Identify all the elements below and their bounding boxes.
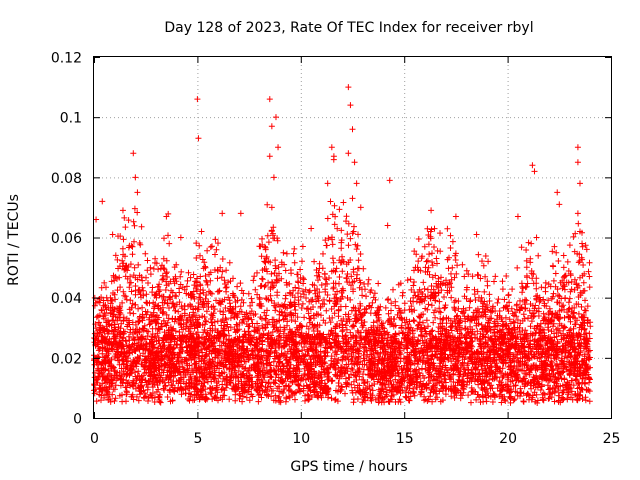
data-point [130, 150, 137, 157]
data-point [194, 96, 201, 103]
data-point [270, 174, 277, 181]
data-point [308, 225, 315, 232]
data-point [554, 189, 561, 196]
data-point [574, 144, 581, 151]
x-tick-label: 10 [292, 431, 310, 447]
data-point [357, 204, 364, 211]
plot-frame [93, 56, 612, 419]
data-point [514, 213, 521, 220]
points-layer [91, 84, 594, 406]
data-point [219, 210, 226, 217]
y-tick-label: 0.08 [51, 171, 82, 187]
y-tick-label: 0.12 [51, 51, 82, 67]
data-point [452, 213, 459, 220]
bulk-points [91, 156, 594, 406]
data-point [268, 123, 275, 130]
data-point [324, 180, 331, 187]
data-point [177, 234, 184, 241]
data-point [163, 213, 170, 220]
data-point [134, 189, 141, 196]
chart-title: Day 128 of 2023, Rate Of TEC Index for r… [164, 20, 533, 36]
y-tick-label: 0.1 [60, 111, 82, 127]
data-point [349, 126, 356, 133]
data-point [328, 144, 335, 151]
data-point [473, 231, 480, 238]
data-point [384, 222, 391, 229]
data-point [237, 210, 244, 217]
data-point [576, 180, 583, 187]
data-point [272, 114, 279, 121]
y-axis-label: ROTI / TECUs [6, 194, 22, 286]
data-point [132, 174, 139, 181]
data-point [275, 144, 282, 151]
data-point [109, 231, 116, 238]
data-point [574, 210, 581, 217]
x-tick-label: 25 [603, 431, 621, 447]
data-point [531, 168, 538, 175]
ticks-layer: 0 5 10 15 20 25 0 0.02 0.04 0.06 0.08 0.1 0.12 [51, 51, 621, 448]
data-point [299, 243, 306, 250]
x-axis-label: GPS time / hours [290, 459, 407, 475]
data-point [99, 198, 106, 205]
data-point [195, 135, 202, 142]
data-point [353, 180, 360, 187]
data-point [576, 228, 583, 235]
data-point [347, 102, 354, 109]
y-tick-label: 0.02 [51, 351, 82, 367]
data-point [386, 177, 393, 184]
x-tick-label: 15 [396, 431, 414, 447]
spike-points [93, 84, 586, 250]
data-point [351, 159, 358, 166]
y-tick-label: 0 [73, 412, 82, 428]
data-point [345, 150, 352, 157]
x-tick-label: 5 [193, 431, 202, 447]
data-point [529, 162, 536, 169]
data-point [330, 153, 337, 160]
data-point [345, 84, 352, 91]
y-tick-label: 0.06 [51, 231, 82, 247]
data-point [93, 216, 100, 223]
data-point [533, 234, 540, 241]
x-tick-label: 0 [90, 431, 99, 447]
data-point [428, 207, 435, 214]
data-point [579, 240, 586, 247]
data-point [556, 201, 563, 208]
bulk-point-cloud [91, 156, 594, 406]
data-point [119, 207, 126, 214]
data-point [266, 96, 273, 103]
x-tick-label: 20 [499, 431, 517, 447]
data-point [266, 153, 273, 160]
data-point [574, 159, 581, 166]
data-point [268, 204, 275, 211]
data-point [349, 195, 356, 202]
data-point [198, 228, 205, 235]
y-tick-label: 0.04 [51, 291, 82, 307]
